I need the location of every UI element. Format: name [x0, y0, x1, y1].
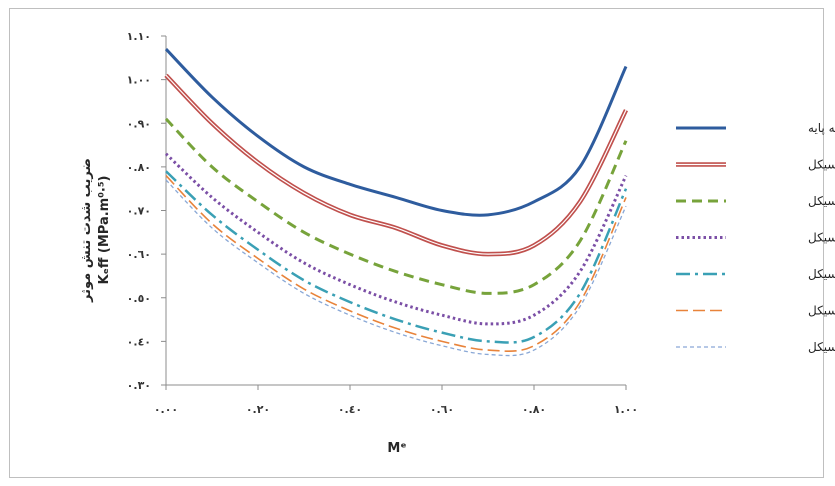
- legend-label-1: نمونه پایه: [808, 121, 835, 136]
- x-tick-label: ٠.٨٠: [522, 403, 546, 416]
- y-tick-label: ٠.٥٠: [127, 292, 151, 305]
- x-tick-label: ٠.٤٠: [338, 403, 362, 416]
- chart-frame: [9, 8, 824, 478]
- legend-label-3: سه سیکل: [808, 194, 835, 208]
- series-line-4: [164, 152, 628, 326]
- legend-label-4: پنج سیکل: [808, 231, 835, 245]
- legend-label-6: نه سیکل: [808, 304, 835, 318]
- x-axis-title: Mᵉ: [387, 441, 406, 456]
- legend-label-2: یک سیکل: [808, 158, 835, 172]
- y-tick-label: ٠.٨٠: [127, 161, 151, 174]
- y-tick-label: ٠.٩٠: [127, 117, 151, 130]
- legend-label-7: یازده سیکل: [808, 340, 835, 355]
- series-line-3: [164, 117, 628, 295]
- axes-group: [165, 36, 626, 386]
- series-line-5: [165, 170, 628, 344]
- legend: نمونه پایه یک سیکل سه سیکل پنج سیکل هفت سیکل…: [676, 121, 835, 355]
- series-line-6: [165, 175, 627, 352]
- series-line-1: [164, 48, 628, 217]
- legend-label-5: هفت سیکل: [808, 267, 835, 281]
- y-tick-label: ٠.٤٠: [127, 335, 151, 348]
- y-tick-label: ٠.٧٠: [127, 205, 151, 218]
- y-axis-unit: Kₑff (MPa.m⁰·⁵): [97, 176, 112, 285]
- y-axis-title: ضریب شدت تنش موثر: [79, 158, 94, 303]
- y-tick-label: ٠.٣٠: [127, 379, 151, 392]
- series-line-2: [164, 73, 629, 257]
- y-tick-label: ٠.٦٠: [127, 248, 151, 261]
- y-axis-title-group: ضریب شدت تنش موثر Kₑff (MPa.m⁰·⁵): [79, 158, 112, 303]
- y-tick-label: ١.١٠: [127, 30, 151, 43]
- x-tick-label: ٠.٠٠: [154, 403, 178, 416]
- series-line-7: [165, 179, 627, 357]
- series-layer: [164, 48, 629, 357]
- x-tick-label: ١.٠٠: [614, 403, 638, 416]
- series-line-2-inner: [165, 74, 627, 255]
- x-tick-label: ٠.٢٠: [246, 403, 270, 416]
- x-tick-label: ٠.٦٠: [430, 403, 454, 416]
- ticks-layer: ٠.٣٠ ٠.٤٠ ٠.٥٠ ٠.٦٠ ٠.٧٠ ٠.٨٠ ٠.٩٠ ١.٠٠ ١.١٠ ٠.٠٠…: [127, 30, 638, 416]
- y-tick-label: ١.٠٠: [127, 74, 151, 87]
